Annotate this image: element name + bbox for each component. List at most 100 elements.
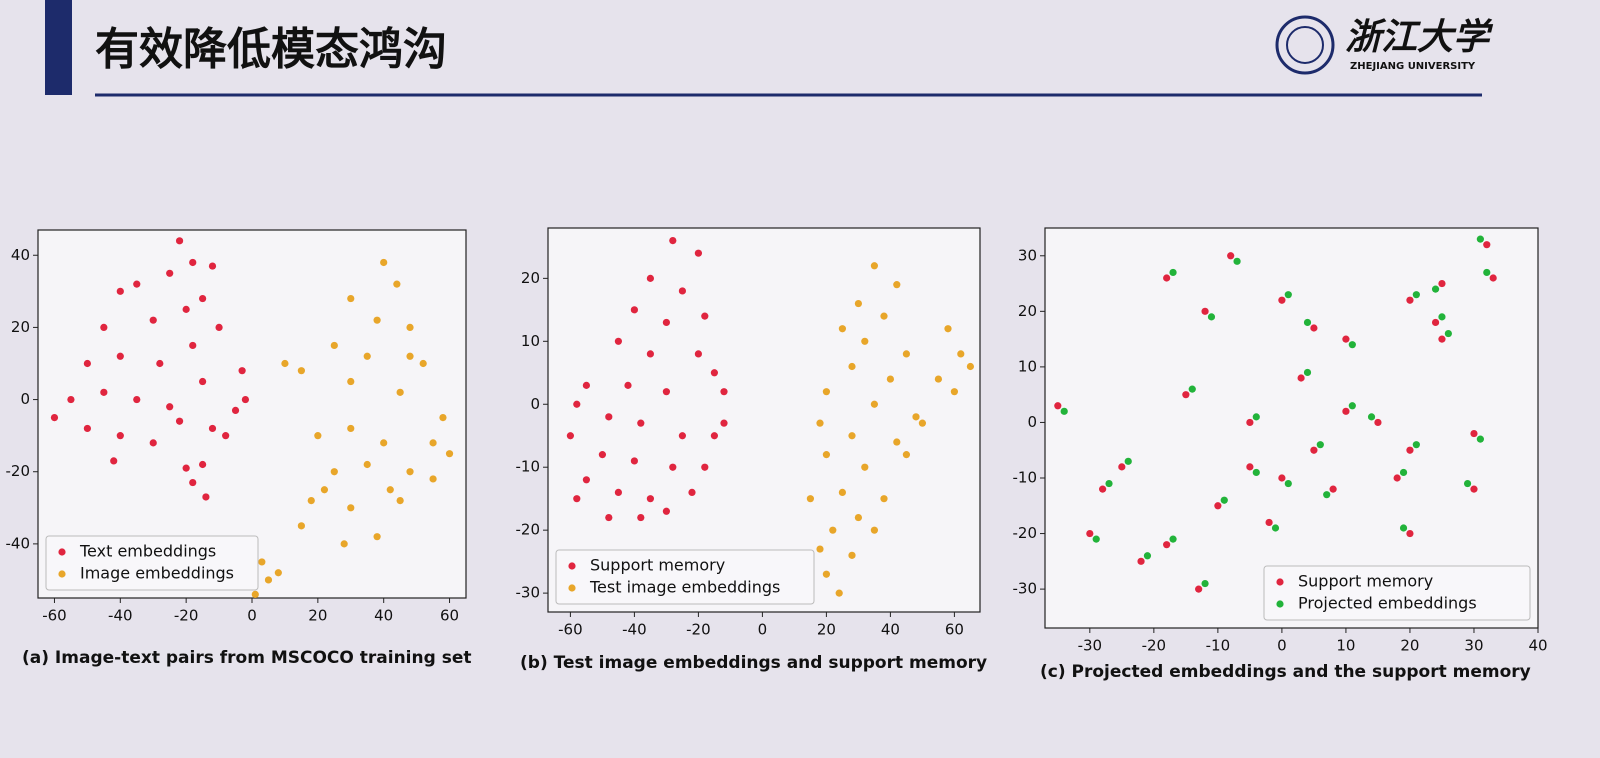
x-tick-label: 10 [1336, 637, 1355, 655]
point [637, 419, 645, 427]
point [347, 294, 355, 303]
point [1188, 385, 1196, 393]
point [133, 395, 141, 404]
point [861, 463, 869, 471]
point [646, 274, 655, 282]
point [314, 432, 322, 440]
point [1118, 463, 1126, 471]
point [393, 280, 401, 288]
point [380, 439, 388, 447]
point [202, 493, 210, 501]
x-tick-label: -20 [174, 607, 199, 625]
point [1086, 529, 1094, 538]
point [893, 281, 901, 289]
point [902, 350, 911, 358]
point [222, 432, 230, 440]
point [934, 375, 943, 383]
point [701, 312, 709, 320]
point [1476, 435, 1484, 443]
point [918, 419, 927, 427]
point [662, 318, 671, 327]
point [822, 570, 831, 578]
y-tick-label: -30 [1013, 580, 1038, 598]
point [870, 526, 879, 534]
point [373, 533, 381, 541]
point [208, 262, 217, 270]
point [83, 359, 91, 368]
point [669, 463, 677, 471]
legend-label: Image embeddings [80, 564, 234, 583]
legend-marker [568, 562, 576, 570]
point [880, 495, 888, 503]
point [1342, 407, 1350, 415]
point [1214, 502, 1222, 510]
point [829, 526, 837, 534]
point [1316, 441, 1324, 449]
point [1367, 413, 1376, 421]
point [806, 495, 815, 503]
point [274, 569, 282, 577]
point [1303, 318, 1312, 327]
x-tick-label: 40 [374, 607, 393, 625]
point [646, 350, 655, 358]
point [1124, 457, 1132, 465]
point [182, 464, 190, 472]
x-tick-label: 20 [308, 607, 327, 625]
point [1092, 535, 1100, 543]
x-tick-label: -60 [42, 607, 67, 625]
point [1489, 274, 1497, 282]
y-tick-label: 10 [521, 332, 540, 350]
point [419, 359, 427, 368]
point [238, 367, 246, 375]
x-tick-label: -10 [1206, 637, 1231, 655]
point [1201, 579, 1209, 588]
point [1323, 491, 1331, 499]
y-tick-label: 10 [1018, 357, 1037, 375]
point [396, 496, 404, 505]
point [566, 432, 575, 440]
point [1412, 291, 1420, 299]
legend-box [1263, 565, 1531, 621]
chart-caption: (a) Image-text pairs from MSCOCO trainin… [22, 648, 471, 668]
point [149, 439, 157, 447]
point [678, 432, 687, 440]
point [156, 359, 164, 368]
point [166, 403, 174, 411]
point [1438, 279, 1446, 288]
x-tick-label: 30 [1464, 637, 1483, 655]
point [816, 545, 824, 553]
point [297, 522, 305, 530]
point [854, 513, 863, 522]
point [133, 280, 141, 288]
point [630, 306, 639, 314]
point [1195, 585, 1203, 593]
point [1483, 268, 1491, 277]
point [838, 488, 847, 496]
point [1143, 552, 1152, 560]
point [100, 323, 108, 332]
point [688, 488, 696, 496]
point [116, 352, 124, 360]
point [893, 438, 901, 446]
point [199, 460, 207, 469]
point [822, 451, 831, 459]
point [1201, 307, 1209, 315]
point [957, 350, 965, 358]
point [340, 540, 348, 548]
legend-label: Projected embeddings [1298, 594, 1477, 613]
point [1431, 318, 1440, 327]
point [1406, 446, 1414, 454]
point [386, 486, 394, 494]
legend-box [555, 549, 815, 605]
point [189, 478, 197, 487]
point [231, 406, 240, 414]
point [1406, 296, 1414, 304]
point [199, 294, 207, 303]
y-tick-label: 20 [1018, 302, 1037, 320]
point [297, 367, 305, 375]
point [694, 350, 703, 358]
point [50, 414, 59, 422]
legend-label: Support memory [1298, 572, 1433, 591]
y-tick-label: 30 [1018, 246, 1037, 264]
point [848, 432, 856, 440]
